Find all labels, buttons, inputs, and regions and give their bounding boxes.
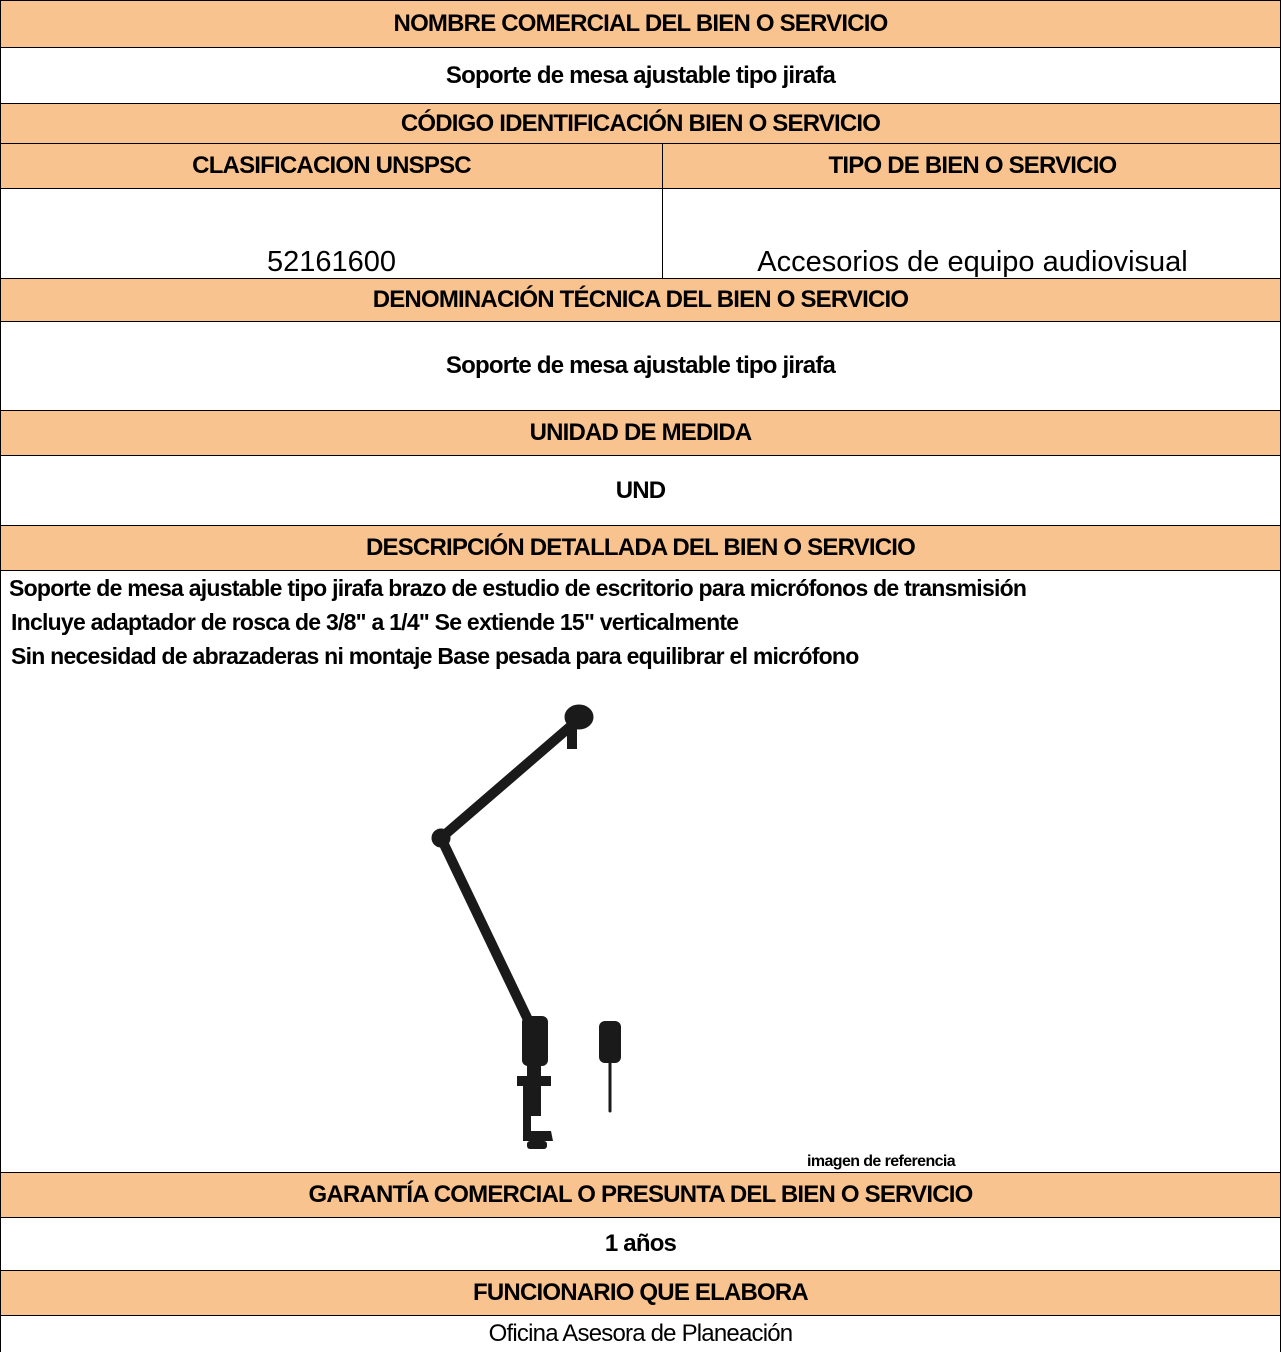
description-line: Soporte de mesa ajustable tipo jirafa br… <box>9 575 1027 601</box>
image-caption: imagen de referencia <box>807 1153 956 1170</box>
unspsc-code: 52161600 <box>1 189 663 279</box>
column-header: TIPO DE BIEN O SERVICIO <box>828 152 1118 179</box>
item-type: Accesorios de equipo audiovisual <box>757 246 1188 278</box>
technical-name: Soporte de mesa ajustable tipo jirafa <box>0 321 1281 410</box>
section-header: DESCRIPCIÓN DETALLADA DEL BIEN O SERVICI… <box>0 525 1281 570</box>
description-box: Soporte de mesa ajustable tipo jirafa br… <box>0 570 1281 1172</box>
section-header: CÓDIGO IDENTIFICACIÓN BIEN O SERVICIO <box>0 103 1281 143</box>
column-header: CLASIFICACION UNSPSC <box>1 143 663 189</box>
product-image <box>431 704 621 1149</box>
section-header: DENOMINACIÓN TÉCNICA DEL BIEN O SERVICIO <box>0 278 1281 321</box>
description-line: Sin necesidad de abrazaderas ni montaje … <box>11 643 859 669</box>
warranty-value: 1 años <box>0 1217 1281 1270</box>
product-name: Soporte de mesa ajustable tipo jirafa <box>0 47 1281 103</box>
description-line: Incluye adaptador de rosca de 3/8" a 1/4… <box>11 609 739 635</box>
section-header: GARANTÍA COMERCIAL O PRESUNTA DEL BIEN O… <box>0 1172 1281 1217</box>
section-header: FUNCIONARIO QUE ELABORA <box>0 1270 1281 1315</box>
code-row: 52161600 Accesorios de equipo audiovisua… <box>0 188 1281 279</box>
unit-value: UND <box>0 455 1281 525</box>
section-header: NOMBRE COMERCIAL DEL BIEN O SERVICIO <box>0 0 1281 47</box>
sub-header-row: CLASIFICACION UNSPSC TIPO DE BIEN O SERV… <box>0 143 1281 189</box>
section-header: UNIDAD DE MEDIDA <box>0 410 1281 455</box>
author-value: Oficina Asesora de Planeación <box>0 1315 1281 1352</box>
